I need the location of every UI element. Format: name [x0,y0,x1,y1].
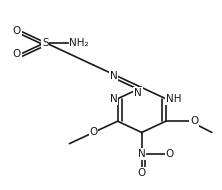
Text: O: O [13,26,21,36]
Text: N: N [138,149,146,159]
Text: N: N [110,71,118,81]
Text: NH: NH [166,94,181,104]
Text: NH₂: NH₂ [69,38,89,48]
Text: N: N [110,94,118,104]
Text: O: O [89,127,98,137]
Text: O: O [13,49,21,59]
Text: N: N [134,88,142,97]
Text: O: O [190,116,198,126]
Text: O: O [166,149,174,159]
Text: O: O [138,168,146,178]
Text: S: S [42,38,49,48]
